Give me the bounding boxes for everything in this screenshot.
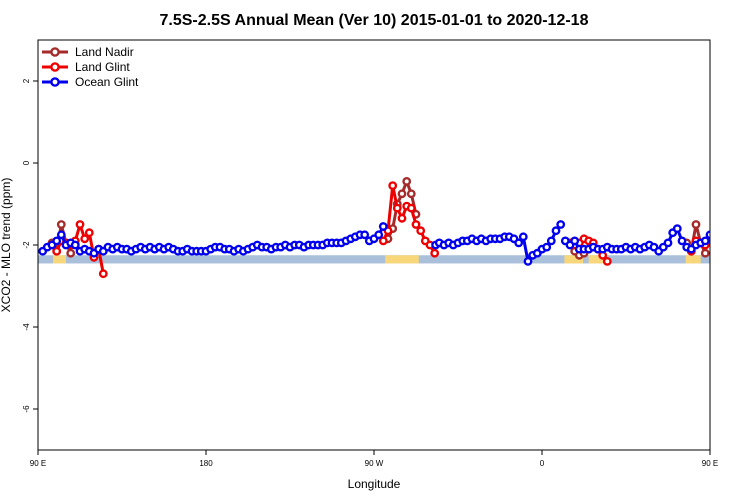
x-tick-label: 90 E [30, 459, 46, 468]
land-glint-point [430, 248, 440, 258]
land-glint-point [602, 256, 612, 266]
chart-title: 7.5S-2.5S Annual Mean (Ver 10) 2015-01-0… [160, 12, 589, 29]
series-ocean-glint [38, 220, 750, 266]
land-band [385, 255, 419, 264]
legend-swatch-marker [50, 47, 60, 57]
ocean-glint-point [570, 236, 580, 246]
legend-swatch-marker [50, 77, 60, 87]
ocean-glint-point [712, 244, 718, 250]
land-glint-point [416, 226, 426, 236]
land-glint-point [712, 221, 718, 227]
land-nadir-point [66, 248, 76, 258]
y-tick-label: 2 [22, 78, 31, 83]
land-glint-point [84, 228, 94, 238]
land-glint-point [730, 246, 736, 252]
land-band [693, 255, 701, 264]
y-tick-label: -4 [22, 323, 31, 331]
ocean-glint-point [70, 240, 80, 250]
land-nadir-point [406, 189, 416, 199]
land-glint-point [735, 271, 741, 277]
land-glint-point [716, 236, 722, 242]
x-tick-label: 90 W [365, 459, 384, 468]
legend-label: Ocean Glint [75, 75, 139, 89]
ocean-glint-point [52, 236, 62, 246]
x-axis-label: Longitude [348, 477, 401, 491]
axes: 90 E 180 90 W 0 90 E 2 0 -2 -4 -6 [22, 78, 718, 468]
land-glint-point [80, 234, 90, 244]
land-band [564, 255, 584, 264]
ocean-glint-point [744, 246, 750, 252]
x-tick-label: 90 E [702, 459, 718, 468]
land-glint-point [721, 230, 727, 236]
land-nadir-point [691, 220, 701, 229]
ocean-glint-point [556, 220, 566, 229]
legend-label: Land Nadir [75, 45, 134, 59]
land-glint-point [726, 254, 732, 260]
ocean-glint-point [677, 236, 687, 246]
y-tick-label: -6 [22, 405, 31, 413]
legend-item-land-nadir: Land Nadir [42, 45, 134, 59]
land-glint-point [98, 269, 108, 279]
land-band [588, 255, 604, 264]
legend-label: Land Glint [75, 60, 130, 74]
legend-item-ocean-glint: Ocean Glint [42, 75, 139, 89]
land-band [52, 255, 59, 264]
land-glint-point [52, 246, 62, 256]
background-band [38, 255, 710, 264]
ocean-glint-point [542, 242, 552, 252]
ocean-glint-point [374, 230, 384, 240]
land-band [685, 255, 694, 264]
ocean-glint-point [740, 244, 746, 250]
ocean-glint-point [360, 230, 370, 240]
ocean-glint-point [514, 238, 524, 248]
ocean-glint-point [730, 248, 736, 254]
legend-item-land-glint: Land Glint [42, 60, 130, 74]
land-nadir-point [56, 220, 66, 229]
land-glint-point [392, 203, 402, 213]
land-glint-point [378, 236, 388, 246]
ocean-band [38, 255, 710, 264]
y-tick-label: 0 [22, 160, 31, 165]
land-glint-point [397, 213, 407, 223]
ocean-glint-point [551, 226, 561, 236]
ocean-glint-point [721, 246, 727, 252]
ocean-glint-point [56, 230, 66, 240]
land-glint-point [411, 220, 421, 229]
ocean-glint-point [735, 246, 741, 252]
ocean-glint-point [518, 232, 528, 242]
x-tick-label: 0 [540, 459, 545, 468]
ocean-glint-point [672, 224, 682, 234]
y-axis-label: XCO2 - MLO trend (ppm) [0, 178, 13, 313]
legend-swatch-marker [50, 62, 60, 72]
ocean-glint-point [663, 238, 673, 248]
ocean-glint-point [716, 246, 722, 252]
y-tick-label: -2 [22, 241, 31, 249]
land-band [58, 255, 66, 264]
land-nadir-point [402, 176, 412, 186]
land-glint-point [406, 203, 416, 213]
ocean-glint-point [726, 244, 732, 250]
land-glint-point [75, 220, 85, 229]
land-nadir-point [700, 248, 710, 258]
ocean-glint-point [523, 256, 533, 266]
land-nadir-point [397, 189, 407, 199]
ocean-glint-point [378, 222, 388, 231]
x-tick-label: 180 [199, 459, 213, 468]
ocean-glint-point [546, 236, 556, 246]
series-layer [38, 176, 750, 279]
ocean-glint-point [700, 236, 710, 246]
land-glint-point [388, 181, 398, 191]
